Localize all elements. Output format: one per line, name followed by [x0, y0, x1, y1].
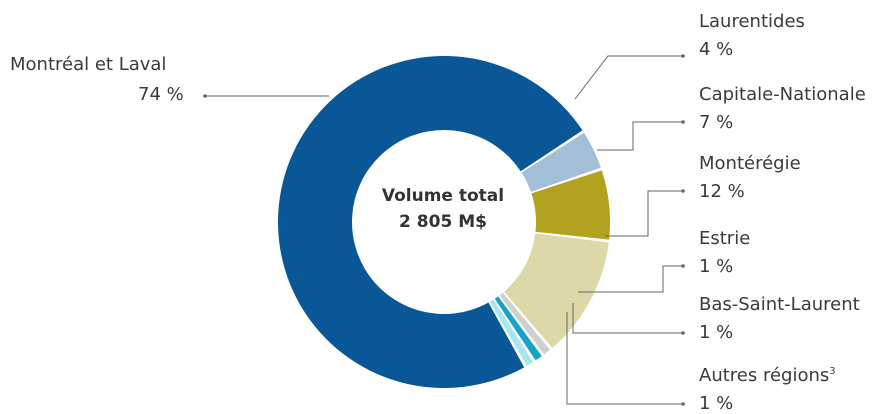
- slice-laurentides: [521, 132, 601, 192]
- leader-dot-autres-regions: [681, 402, 685, 406]
- leader-dot-monteregie: [681, 189, 685, 193]
- center-label: Volume total 2 805 M$: [343, 183, 543, 235]
- slice-monteregie: [503, 233, 609, 348]
- leader-dot-capitale-nationale: [681, 120, 685, 124]
- label-bas-saint-laurent-name: Bas-Saint-Laurent: [699, 294, 860, 315]
- label-laurentides-name: Laurentides: [699, 11, 805, 32]
- label-monteregie-value: 12 %: [699, 181, 745, 202]
- slice-estrie: [499, 292, 551, 355]
- leader-line-bas-saint-laurent: [572, 303, 683, 334]
- leader-line-capitale-nationale: [597, 121, 683, 151]
- label-autres-regions-footnote: 3: [829, 366, 836, 377]
- label-bas-saint-laurent-value: 1 %: [699, 322, 734, 343]
- label-capitale-nationale-name: Capitale-Nationale: [699, 84, 866, 105]
- slice-capitale-nationale: [531, 170, 610, 240]
- label-montreal-laval-name: Montréal et Laval: [10, 54, 167, 75]
- label-autres-regions-text: Autres régions: [699, 365, 830, 386]
- label-estrie-value: 1 %: [699, 256, 734, 277]
- label-laurentides-value: 4 %: [699, 39, 734, 60]
- label-capitale-nationale-value: 7 %: [699, 112, 734, 133]
- label-estrie-name: Estrie: [699, 228, 751, 249]
- label-autres-regions-name: Autres régions3: [699, 366, 836, 386]
- leader-line-estrie: [578, 265, 683, 293]
- center-label-title: Volume total: [381, 186, 505, 206]
- leader-line-autres-regions: [566, 312, 683, 405]
- leader-line-monteregie: [605, 190, 683, 237]
- leader-dot-laurentides: [681, 54, 685, 58]
- slice-bas-saint-laurent: [494, 296, 542, 361]
- leader-dot-bas-saint-laurent: [681, 331, 685, 335]
- slice-montreal-laval: [277, 55, 583, 388]
- label-autres-regions-value: 1 %: [699, 393, 734, 414]
- leader-dot-estrie: [681, 264, 685, 268]
- label-montreal-laval-value: 74 %: [138, 84, 184, 105]
- center-label-total: 2 805 M$: [399, 212, 487, 232]
- slice-autres-regions: [489, 299, 534, 366]
- label-monteregie-name: Montérégie: [699, 153, 801, 174]
- leader-dot-montreal-laval: [203, 94, 207, 98]
- leader-line-laurentides: [574, 55, 683, 100]
